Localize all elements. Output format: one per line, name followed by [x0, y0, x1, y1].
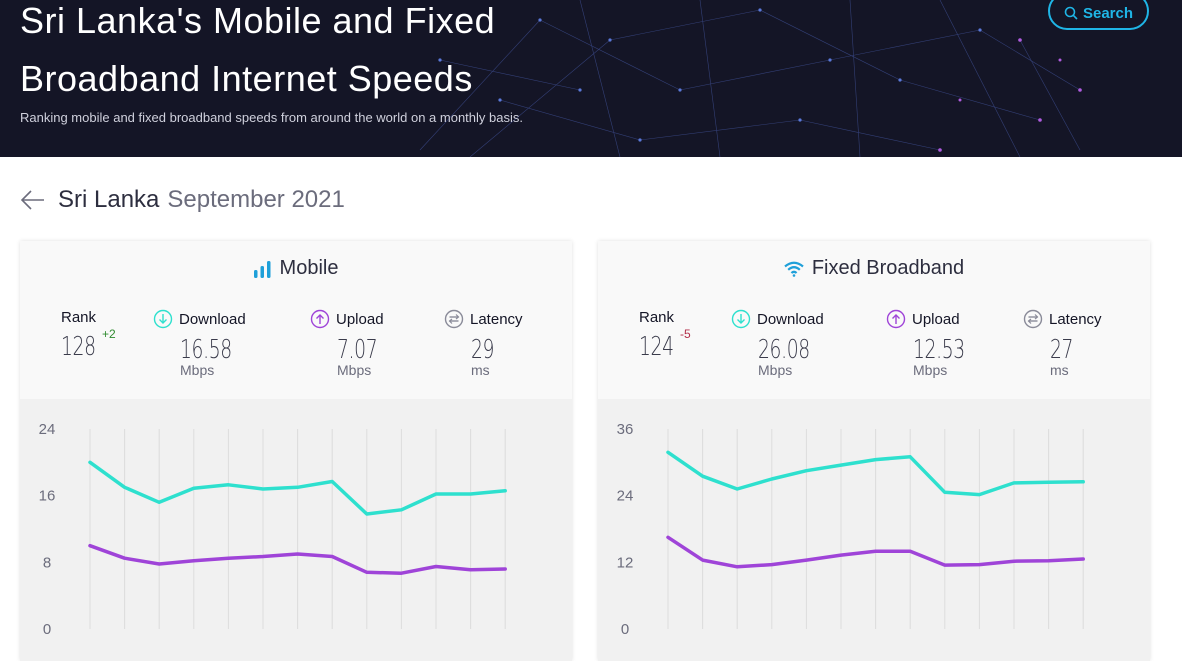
mobile-latency: Latency 29 ms — [444, 309, 523, 378]
y-tick-label: 12 — [617, 554, 634, 571]
upload-label: Upload — [336, 310, 384, 328]
wifi-icon — [784, 261, 804, 277]
fixed-broadband-card: Fixed Broadband Rank 124 -5 Download 26.… — [598, 241, 1150, 661]
mobile-chart-svg: 24 16 8 0 — [39, 421, 507, 638]
rank-label: Rank — [639, 309, 675, 326]
fixed-upload: Upload 12.53 Mbps — [886, 309, 985, 378]
search-button-label: Search — [1082, 4, 1134, 22]
fixed-speed-chart: 36 24 12 0 — [598, 399, 1150, 661]
fixed-rank: Rank 124 — [639, 309, 687, 362]
fixed-chart-svg: 36 24 12 0 — [617, 421, 1085, 638]
latency-icon — [1023, 309, 1043, 329]
fixed-latency: Latency 27 ms — [1023, 309, 1102, 378]
search-icon — [1064, 6, 1078, 20]
download-label: Download — [757, 310, 824, 328]
signal-bars-icon — [253, 260, 271, 278]
back-arrow-icon[interactable] — [20, 189, 46, 211]
y-tick-label: 24 — [39, 421, 56, 438]
hero-banner: Sri Lanka's Mobile and Fixed Broadband I… — [0, 0, 1182, 157]
rank-change: -5 — [680, 327, 691, 341]
latency-unit: ms — [1050, 362, 1069, 378]
y-tick-label: 36 — [617, 421, 634, 438]
download-unit: Mbps — [180, 362, 215, 378]
y-tick-label: 0 — [43, 621, 51, 638]
mobile-upload: Upload 7.07 Mbps — [310, 309, 393, 378]
fixed-card-header: Fixed Broadband — [598, 257, 1150, 280]
search-button[interactable]: Search — [1048, 0, 1149, 30]
latency-value: 27 — [1050, 335, 1074, 365]
y-tick-label: 16 — [39, 488, 56, 505]
rank-value: 124 — [639, 332, 674, 362]
download-value: 26.08 — [758, 335, 810, 365]
upload-icon — [886, 309, 906, 329]
download-line — [88, 460, 507, 516]
upload-value: 7.07 — [337, 335, 378, 365]
latency-unit: ms — [471, 362, 490, 378]
mobile-card-title: Mobile — [279, 257, 339, 279]
page-subtitle: Ranking mobile and fixed broadband speed… — [20, 110, 523, 125]
breadcrumb: Sri Lanka September 2021 — [20, 186, 345, 214]
upload-icon — [310, 309, 330, 329]
y-tick-label: 8 — [43, 554, 51, 571]
rank-value: 128 — [61, 332, 96, 362]
page-title-line-2: Broadband Internet Speeds — [20, 58, 473, 99]
download-label: Download — [179, 310, 246, 328]
rank-label: Rank — [61, 309, 97, 326]
mobile-rank: Rank 128 — [61, 309, 109, 362]
mobile-card: Mobile Rank 128 +2 Download 16.58 Mbps U… — [20, 241, 572, 661]
y-tick-label: 24 — [617, 488, 634, 505]
upload-line — [666, 535, 1085, 569]
latency-label: Latency — [1049, 310, 1102, 328]
download-line — [666, 450, 1085, 497]
upload-unit: Mbps — [337, 362, 372, 378]
page-title: Sri Lanka's Mobile and Fixed Broadband I… — [20, 0, 495, 108]
upload-label: Upload — [912, 310, 960, 328]
download-icon — [731, 309, 751, 329]
breadcrumb-period: September 2021 — [167, 186, 345, 213]
y-tick-label: 0 — [621, 621, 629, 638]
fixed-card-title: Fixed Broadband — [811, 257, 965, 279]
rank-change: +2 — [102, 327, 116, 341]
page-title-line-1: Sri Lanka's Mobile and Fixed — [20, 0, 496, 41]
download-icon — [153, 309, 173, 329]
upload-unit: Mbps — [913, 362, 948, 378]
download-unit: Mbps — [758, 362, 793, 378]
network-globe-graphic — [419, 0, 1082, 157]
latency-icon — [444, 309, 464, 329]
breadcrumb-country: Sri Lanka — [58, 186, 160, 213]
latency-label: Latency — [470, 310, 523, 328]
mobile-speed-chart: 24 16 8 0 — [20, 399, 572, 661]
upload-line — [88, 543, 507, 575]
mobile-download: Download 16.58 Mbps — [153, 309, 252, 378]
download-value: 16.58 — [180, 335, 232, 365]
mobile-card-header: Mobile — [20, 257, 572, 280]
latency-value: 29 — [471, 335, 495, 365]
fixed-download: Download 26.08 Mbps — [731, 309, 830, 378]
upload-value: 12.53 — [913, 335, 965, 365]
